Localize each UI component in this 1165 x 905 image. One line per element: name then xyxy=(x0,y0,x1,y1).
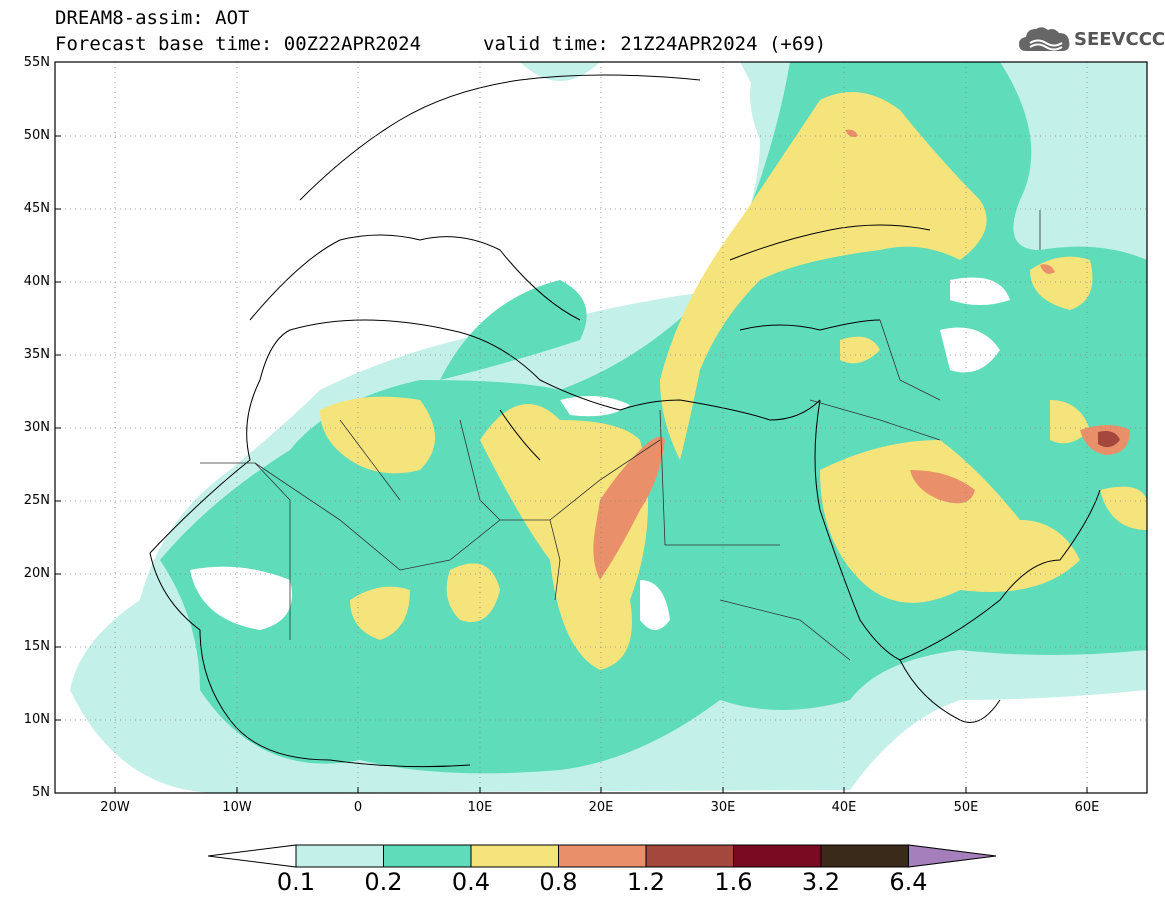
forecast-base-time: Forecast base time: 00Z22APR2024 xyxy=(55,33,422,55)
lat-label: 5N xyxy=(32,785,50,800)
graticule xyxy=(55,62,1147,793)
lat-label: 20N xyxy=(23,566,50,581)
clear-areas xyxy=(190,277,1010,630)
lon-label: 20E xyxy=(588,800,614,815)
lat-label: 15N xyxy=(23,639,50,654)
country-borders xyxy=(200,210,1041,661)
colorbar-label: 0.4 xyxy=(451,868,491,896)
lat-label: 30N xyxy=(23,420,50,435)
lat-label: 55N xyxy=(23,55,50,70)
lat-label: 10N xyxy=(23,712,50,727)
lon-label: 10E xyxy=(467,800,493,815)
coastlines xyxy=(149,74,1101,768)
colorbar-label: 1.2 xyxy=(626,868,666,896)
axis-ticks xyxy=(55,61,1088,793)
colorbar-label: 0.2 xyxy=(364,868,403,896)
colorbar-label: 6.4 xyxy=(889,868,928,896)
cloud-icon xyxy=(1019,27,1070,51)
lon-label: 20W xyxy=(100,800,130,815)
colorbar-label: 3.2 xyxy=(801,868,841,896)
seevccc-logo: SEEVCCC xyxy=(1018,24,1165,56)
colorbar-label: 0.8 xyxy=(539,868,578,896)
lon-label: 10W xyxy=(222,800,252,815)
lat-label: 35N xyxy=(23,347,50,362)
lon-label: 50E xyxy=(953,800,979,815)
lon-label: 60E xyxy=(1074,800,1100,815)
colorbar-label: 0.1 xyxy=(276,868,316,896)
aot-field xyxy=(70,62,1147,793)
lat-label: 40N xyxy=(23,274,50,289)
aot-contour-1.2 xyxy=(1098,431,1120,448)
lon-label: 30E xyxy=(710,800,736,815)
lat-label: 50N xyxy=(23,128,50,143)
lon-label: 0 xyxy=(353,800,363,815)
lat-label: 25N xyxy=(23,493,50,508)
logo-text: SEEVCCC xyxy=(1074,29,1165,50)
valid-time: valid time: 21Z24APR2024 (+69) xyxy=(483,33,827,55)
lat-label: 45N xyxy=(23,201,50,216)
lon-label: 40E xyxy=(831,800,857,815)
map-title: DREAM8-assim: AOT xyxy=(55,7,250,29)
colorbar-label: 1.6 xyxy=(714,868,753,896)
aot-contour-0.4 xyxy=(320,92,1147,670)
